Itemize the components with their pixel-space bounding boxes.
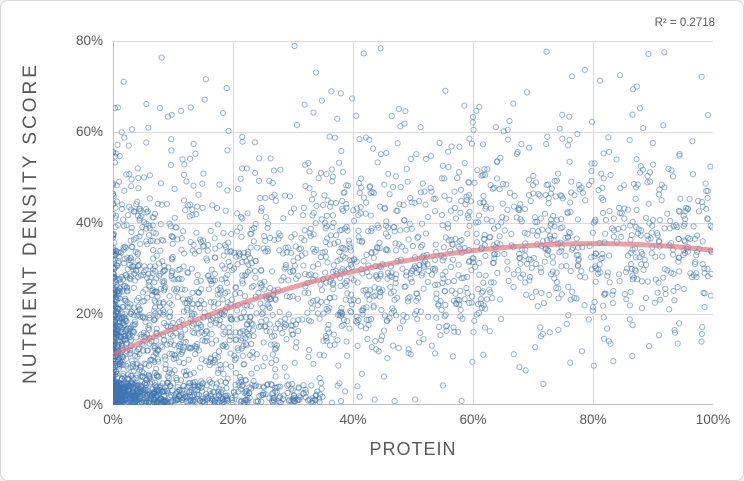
scatter-plot-canvas xyxy=(113,41,713,405)
x-tick-label: 60% xyxy=(459,412,487,427)
y-tick-label: 40% xyxy=(75,215,103,230)
y-tick-label: 20% xyxy=(75,306,103,321)
y-tick-label: 0% xyxy=(83,397,103,412)
x-tick-label: 100% xyxy=(695,412,731,427)
x-axis-tick-labels: 0% 20% 40% 60% 80% 100% xyxy=(103,411,730,431)
r-squared-annotation: R² = 0.2718 xyxy=(654,17,715,29)
plot-area xyxy=(113,41,713,405)
x-tick-label: 40% xyxy=(339,412,367,427)
y-tick-label: 80% xyxy=(75,33,103,48)
x-tick-label: 0% xyxy=(103,412,123,427)
x-tick-label: 80% xyxy=(579,412,607,427)
y-tick-label: 60% xyxy=(75,124,103,139)
x-axis-title: PROTEIN xyxy=(369,439,457,459)
y-axis-tick-labels: 0% 20% 40% 60% 80% xyxy=(1,33,103,412)
x-tick-label: 20% xyxy=(219,412,247,427)
